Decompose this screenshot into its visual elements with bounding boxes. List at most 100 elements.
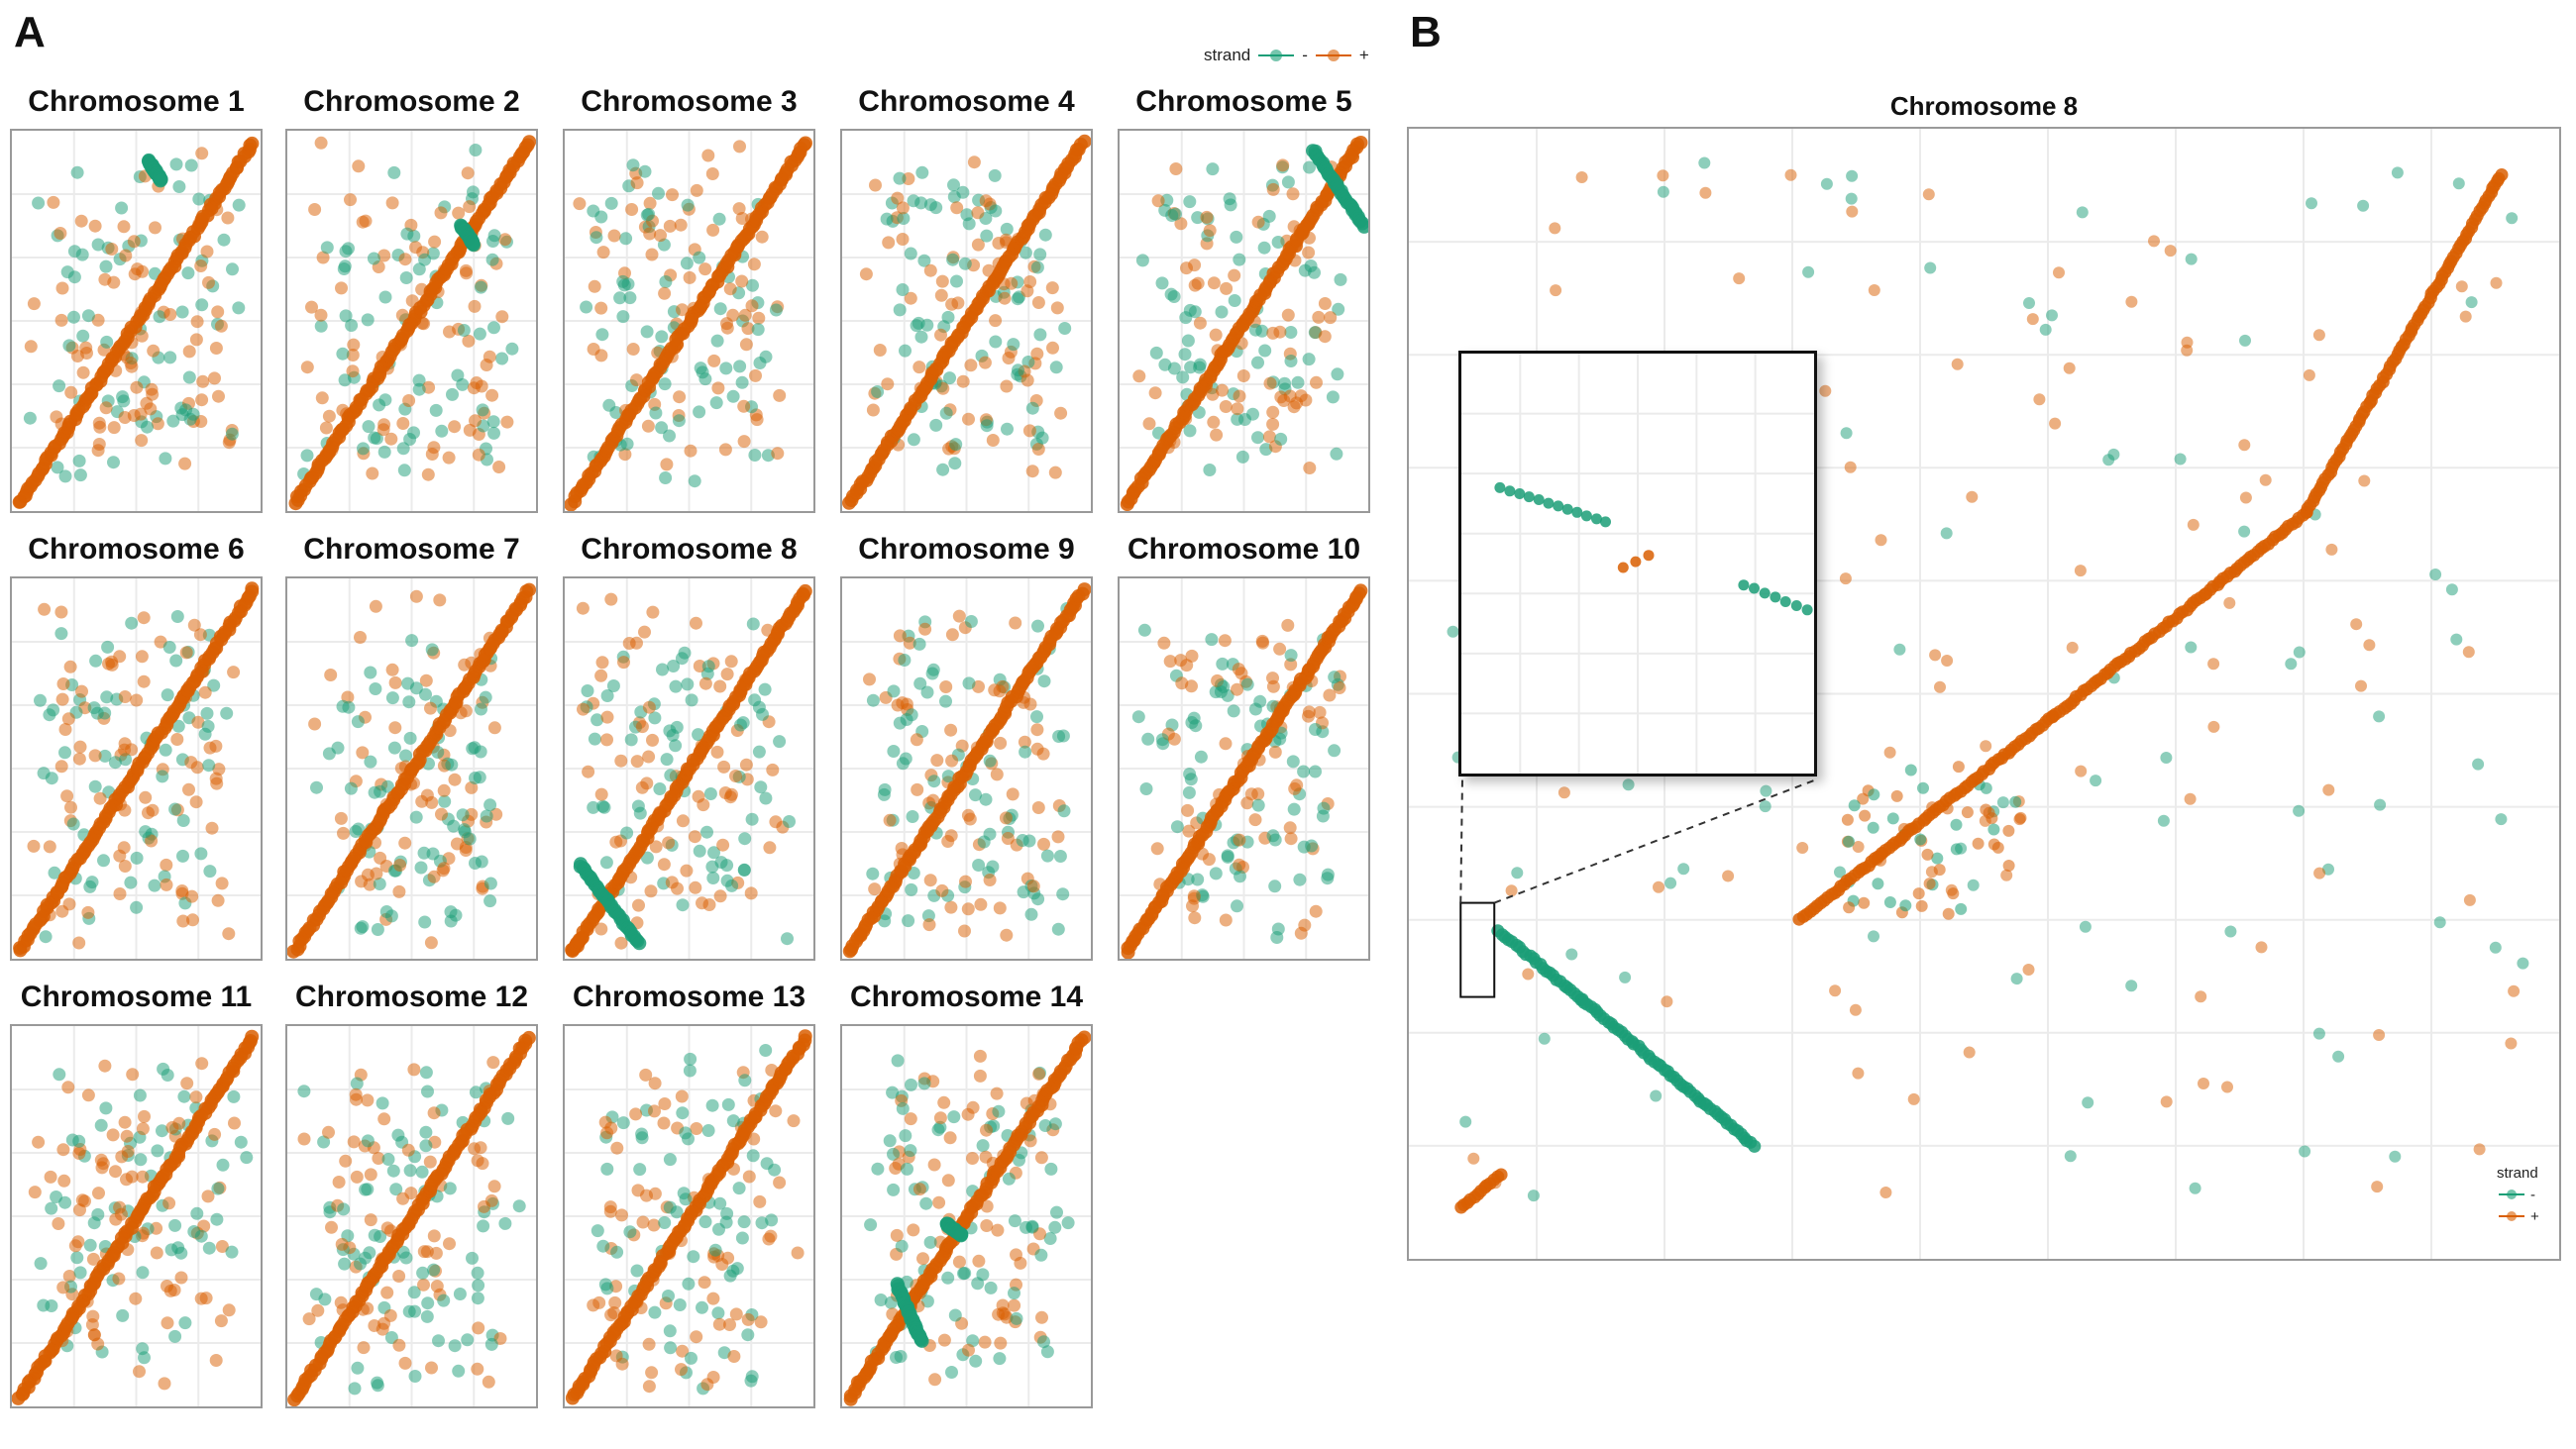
inset-minus-point <box>1770 591 1781 603</box>
scatter-point <box>72 1134 86 1148</box>
scatter-point <box>610 1245 624 1259</box>
scatter-point <box>1522 968 1535 981</box>
scatter-point <box>2063 362 2076 374</box>
scatter-point <box>1034 1151 1048 1165</box>
legend-plus-key <box>1315 50 1351 61</box>
scatter-point <box>1664 877 1677 889</box>
scatter-point <box>643 227 657 241</box>
scatter-point <box>732 1182 746 1195</box>
scatter-point <box>986 434 1000 447</box>
scatter-point <box>377 1112 391 1126</box>
scatter-point <box>472 448 485 462</box>
facet-plot <box>287 1026 536 1406</box>
scatter-point <box>487 721 501 735</box>
scatter-point <box>737 435 751 449</box>
scatter-point <box>1220 281 1234 295</box>
scatter-point <box>1298 918 1312 932</box>
scatter-point <box>1538 1032 1551 1045</box>
scatter-point <box>300 361 314 374</box>
scatter-point <box>667 660 681 673</box>
scatter-point <box>453 1288 467 1300</box>
scatter-point <box>1276 158 1290 172</box>
scatter-point <box>2207 658 2220 671</box>
scatter-point <box>359 1183 373 1196</box>
inset-minus-point <box>1600 516 1611 528</box>
scatter-point <box>630 1264 644 1278</box>
diagonal-point <box>798 583 812 598</box>
scatter-point <box>170 610 184 623</box>
scatter-point <box>1234 667 1248 680</box>
scatter-point <box>483 350 496 363</box>
scatter-point <box>690 183 703 197</box>
scatter-point <box>1248 813 1262 827</box>
scatter-point <box>663 1153 677 1167</box>
scatter-point <box>683 270 697 284</box>
scatter-point <box>209 739 223 753</box>
scatter-point <box>932 1195 946 1209</box>
scatter-point <box>130 851 144 865</box>
scatter-point <box>469 144 483 156</box>
scatter-point <box>739 758 753 772</box>
scatter-point <box>354 631 367 644</box>
scatter-point <box>866 403 880 417</box>
scatter-point <box>623 1225 637 1239</box>
panel-label-b: B <box>1410 8 1442 56</box>
scatter-point <box>427 1263 441 1277</box>
scatter-point <box>86 1252 100 1266</box>
scatter-point <box>673 1298 687 1311</box>
inversion-point <box>1356 219 1368 234</box>
inset-minus-point <box>1580 510 1592 522</box>
scatter-point <box>920 685 934 699</box>
scatter-point <box>2489 941 2502 954</box>
scatter-point <box>395 308 409 322</box>
scatter-point <box>102 657 115 671</box>
scatter-point <box>1038 228 1052 242</box>
inversion-point <box>953 1227 968 1242</box>
scatter-point <box>754 1315 768 1329</box>
scatter-point <box>920 318 934 332</box>
scatter-point <box>433 593 447 607</box>
scatter-point <box>1565 948 1578 961</box>
scatter-point <box>925 667 939 680</box>
scatter-point <box>899 344 912 358</box>
scatter-point <box>1286 755 1300 769</box>
scatter-point <box>948 457 962 470</box>
scatter-point <box>687 1250 700 1264</box>
scatter-point <box>446 387 459 401</box>
scatter-point <box>182 782 195 796</box>
scatter-point <box>1052 730 1066 743</box>
scatter-point <box>768 1163 782 1177</box>
scatter-point <box>126 1068 140 1082</box>
scatter-point <box>939 680 953 693</box>
scatter-point <box>1240 677 1254 691</box>
scatter-point <box>338 373 352 387</box>
scatter-point <box>157 1062 170 1076</box>
scatter-point <box>905 882 918 896</box>
scatter-point <box>348 1382 362 1396</box>
scatter-point <box>184 158 198 172</box>
scatter-point <box>222 1303 236 1317</box>
scatter-point <box>735 274 749 288</box>
scatter-point <box>144 402 158 416</box>
scatter-point <box>949 438 963 452</box>
cluster-point <box>1987 823 2000 836</box>
facet-plot <box>565 1026 813 1406</box>
scatter-point <box>44 1170 57 1184</box>
scatter-point <box>1278 376 1292 390</box>
scatter-point <box>663 1324 677 1338</box>
scatter-point <box>1228 268 1241 282</box>
scatter-point <box>696 896 708 910</box>
inversion-point <box>914 1333 929 1348</box>
scatter-point <box>1333 681 1346 694</box>
scatter-point <box>456 808 470 822</box>
scatter-point <box>595 656 609 670</box>
scatter-point <box>182 345 196 359</box>
scatter-point <box>387 165 401 179</box>
scatter-point <box>1255 634 1269 648</box>
scatter-point <box>606 679 620 692</box>
scatter-point <box>752 311 766 325</box>
scatter-point <box>179 403 193 417</box>
scatter-point <box>1174 217 1188 231</box>
scatter-point <box>501 1111 515 1125</box>
scatter-point <box>710 334 724 348</box>
